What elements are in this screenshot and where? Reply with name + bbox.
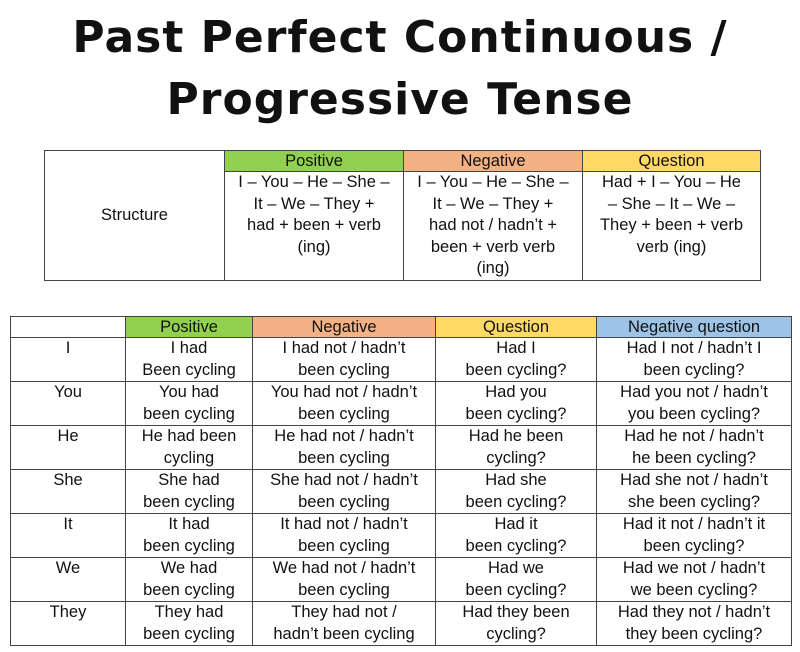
cell-question: Had he been cycling? [435, 425, 597, 470]
cell-positive: He had been cycling [125, 425, 253, 470]
cell-negative: They had not / hadn’t been cycling [252, 601, 436, 646]
cell-negative: It had not / hadn’t been cycling [252, 513, 436, 558]
table-row: They They had been cycling They had not / … [10, 601, 792, 646]
conjugation-header-row: Positive Negative Question Negative ques… [10, 316, 792, 338]
header-negative: Negative [403, 150, 583, 172]
cell-negative: He had not / hadn’t been cycling [252, 425, 436, 470]
structure-header-row: Structure Positive Negative Question [44, 150, 761, 281]
cell-negative-question: Had you not / hadn’t you been cycling? [596, 381, 792, 426]
cell-question: Had it been cycling? [435, 513, 597, 558]
structure-table: Structure Positive Negative Question I –… [44, 150, 761, 281]
page-title-line-1: Past Perfect Continuous / [72, 12, 728, 63]
cell-subject: They [10, 601, 126, 646]
cell-question: Had I been cycling? [435, 337, 597, 382]
structure-positive: I – You – He – She – It – We – They + ha… [224, 171, 404, 281]
conjugation-table: Positive Negative Question Negative ques… [10, 316, 792, 646]
table-row: You You had been cycling You had not / had… [10, 381, 792, 426]
table-row: She She had been cycling She had not / had… [10, 469, 792, 514]
cell-negative-question: Had he not / hadn’t he been cycling? [596, 425, 792, 470]
cell-subject: We [10, 557, 126, 602]
cell-negative: We had not / hadn’t been cycling [252, 557, 436, 602]
cell-subject: You [10, 381, 126, 426]
table-row: He He had been cycling He had not / hadn’t… [10, 425, 792, 470]
header-positive: Positive [224, 150, 404, 172]
cell-question: Had you been cycling? [435, 381, 597, 426]
header-negative: Negative [252, 316, 436, 338]
cell-negative-question: Had we not / hadn’t we been cycling? [596, 557, 792, 602]
table-row: It It had been cycling It had not / hadn’t… [10, 513, 792, 558]
table-row: We We had been cycling We had not / hadn’t… [10, 557, 792, 602]
header-negative-question: Negative question [596, 316, 792, 338]
page-title-line-2: Progressive Tense [166, 74, 634, 125]
cell-negative-question: Had she not / hadn’t she been cycling? [596, 469, 792, 514]
cell-subject: She [10, 469, 126, 514]
header-question: Question [582, 150, 761, 172]
structure-row: I – You – He – She – It – We – They + ha… [45, 171, 761, 281]
cell-positive: You had been cycling [125, 381, 253, 426]
structure-negative: I – You – He – She – It – We – They + ha… [403, 171, 583, 281]
cell-positive: They had been cycling [125, 601, 253, 646]
cell-positive: We had been cycling [125, 557, 253, 602]
cell-negative-question: Had I not / hadn’t I been cycling? [596, 337, 792, 382]
header-question: Question [435, 316, 597, 338]
cell-subject: I [10, 337, 126, 382]
header-positive: Positive [125, 316, 253, 338]
cell-positive: She had been cycling [125, 469, 253, 514]
cell-subject: He [10, 425, 126, 470]
structure-question: Had + I – You – He – She – It – We – The… [582, 171, 761, 281]
cell-positive: It had been cycling [125, 513, 253, 558]
cell-negative-question: Had they not / hadn’t they been cycling? [596, 601, 792, 646]
cell-negative-question: Had it not / hadn’t it been cycling? [596, 513, 792, 558]
cell-question: Had she been cycling? [435, 469, 597, 514]
cell-question: Had they been cycling? [435, 601, 597, 646]
cell-negative: You had not / hadn’t been cycling [252, 381, 436, 426]
cell-negative: I had not / hadn’t been cycling [252, 337, 436, 382]
structure-label: Structure [44, 150, 225, 281]
header-empty [10, 316, 126, 338]
cell-subject: It [10, 513, 126, 558]
cell-negative: She had not / hadn’t been cycling [252, 469, 436, 514]
cell-positive: I had Been cycling [125, 337, 253, 382]
cell-question: Had we been cycling? [435, 557, 597, 602]
